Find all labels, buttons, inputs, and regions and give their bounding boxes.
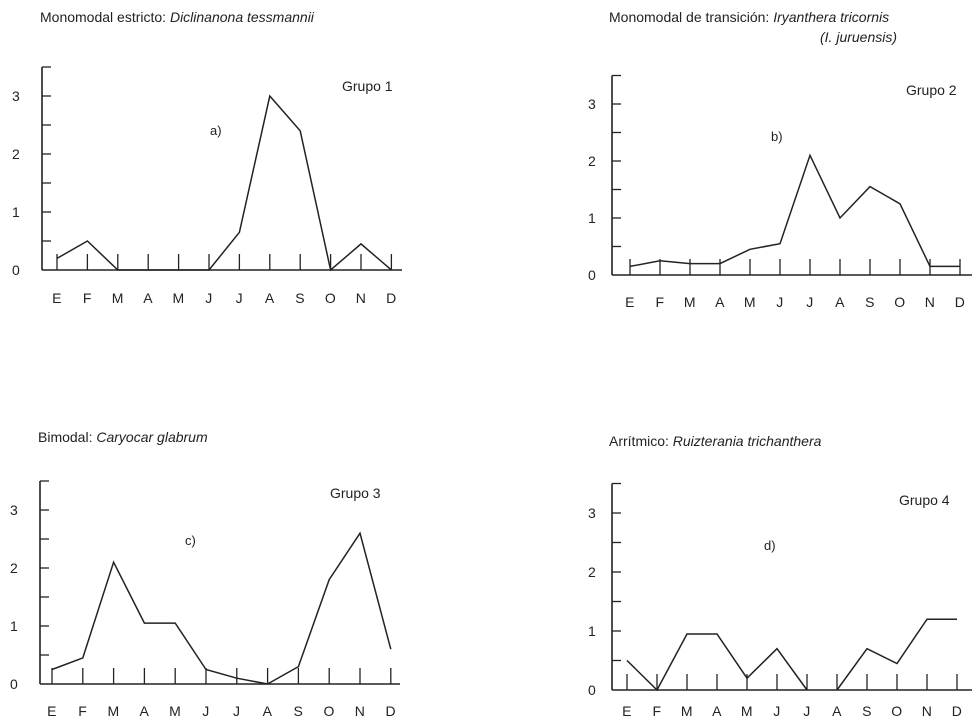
x-tick-label-b: J bbox=[776, 294, 784, 310]
x-tick-label-d: O bbox=[891, 703, 902, 719]
chart-panel-c: Bimodal: Caryocar glabrum Grupo 3 c) 0 1 2… bbox=[10, 429, 400, 719]
series-line-a-0 bbox=[56, 94, 392, 272]
x-tick-label-b: D bbox=[955, 294, 966, 310]
x-tick-label-b: M bbox=[684, 294, 696, 310]
plot-area-d: 0 1 2 3 E F M A M J J A S O N D bbox=[588, 482, 972, 719]
x-tick-label-b: M bbox=[744, 294, 756, 310]
x-tick-label-c: E bbox=[47, 703, 57, 719]
species-name-c: Caryocar glabrum bbox=[96, 429, 208, 445]
title-prefix-b: Monomodal de transición: bbox=[609, 9, 773, 25]
group-label-a: Grupo 1 bbox=[342, 78, 393, 94]
x-tick-label-c: M bbox=[108, 703, 120, 719]
title-prefix-c: Bimodal: bbox=[38, 429, 96, 445]
x-tick-label-c: J bbox=[202, 703, 210, 719]
x-tick-label-c: J bbox=[233, 703, 241, 719]
x-tick-label-a: J bbox=[236, 290, 244, 306]
panel-label-b: b) bbox=[771, 129, 783, 144]
x-tick-label-a: E bbox=[52, 290, 62, 306]
y-tick-label-b: 3 bbox=[588, 96, 596, 112]
x-tick-label-a: A bbox=[265, 290, 275, 306]
x-tick-label-a: S bbox=[295, 290, 305, 306]
plot-area-c: 0 1 2 3 E F M A M J J A S O N D bbox=[10, 480, 400, 719]
group-label-b: Grupo 2 bbox=[906, 82, 957, 98]
chart-title-b: Monomodal de transición: Iryanthera tric… bbox=[609, 9, 889, 25]
series-line-d-1 bbox=[836, 618, 957, 691]
x-tick-label-a: M bbox=[112, 290, 124, 306]
species-name-a: Diclinanona tessmannii bbox=[170, 9, 315, 25]
x-tick-label-b: O bbox=[894, 294, 905, 310]
series-line-c-0 bbox=[51, 531, 392, 685]
x-tick-label-c: S bbox=[293, 703, 303, 719]
y-tick-label-a: 2 bbox=[12, 146, 20, 162]
group-label-c: Grupo 3 bbox=[330, 485, 381, 501]
y-tick-label-c: 2 bbox=[10, 560, 18, 576]
x-tick-label-b: N bbox=[925, 294, 936, 310]
x-tick-label-b: A bbox=[835, 294, 845, 310]
x-tick-label-b: F bbox=[655, 294, 664, 310]
x-tick-label-c: O bbox=[324, 703, 335, 719]
x-tick-label-d: F bbox=[652, 703, 661, 719]
x-tick-label-a: O bbox=[325, 290, 336, 306]
plot-area-a: 0 1 2 3 E F M A M J J A S O N D bbox=[12, 66, 402, 306]
x-tick-label-d: J bbox=[803, 703, 811, 719]
x-tick-label-c: M bbox=[169, 703, 181, 719]
species-name-d: Ruizterania trichanthera bbox=[673, 433, 822, 449]
x-tick-label-d: D bbox=[952, 703, 963, 719]
y-tick-label-d: 0 bbox=[588, 682, 596, 698]
y-tick-label-b: 0 bbox=[588, 267, 596, 283]
x-tick-label-d: M bbox=[741, 703, 753, 719]
x-tick-label-d: M bbox=[681, 703, 693, 719]
x-tick-label-c: F bbox=[78, 703, 87, 719]
chart-title-d: Arrítmico: Ruizterania trichanthera bbox=[609, 433, 822, 449]
panel-label-c: c) bbox=[185, 533, 196, 548]
y-tick-label-a: 1 bbox=[12, 204, 20, 220]
x-tick-label-d: S bbox=[862, 703, 872, 719]
y-tick-label-d: 3 bbox=[588, 505, 596, 521]
chart-panel-d: Arrítmico: Ruizterania trichanthera Grup… bbox=[588, 433, 972, 719]
series-line-b-0 bbox=[629, 153, 960, 268]
species-name-b: Iryanthera tricornis bbox=[773, 9, 889, 25]
y-tick-label-d: 2 bbox=[588, 564, 596, 580]
x-tick-label-a: D bbox=[386, 290, 397, 306]
x-tick-label-c: N bbox=[355, 703, 366, 719]
x-tick-label-a: A bbox=[143, 290, 153, 306]
x-tick-label-a: M bbox=[173, 290, 185, 306]
x-tick-label-c: A bbox=[263, 703, 273, 719]
y-tick-label-a: 0 bbox=[12, 262, 20, 278]
plot-area-b: 0 1 2 3 E F M A M J J A S O N D bbox=[588, 74, 972, 310]
panel-label-d: d) bbox=[764, 538, 776, 553]
y-tick-label-c: 1 bbox=[10, 618, 18, 634]
panel-label-a: a) bbox=[210, 123, 222, 138]
species-alt-name-b: (I. juruensis) bbox=[820, 29, 897, 45]
x-tick-label-d: J bbox=[773, 703, 781, 719]
group-label-d: Grupo 4 bbox=[899, 492, 950, 508]
chart-panel-a: Monomodal estricto: Diclinanona tessmann… bbox=[12, 9, 402, 306]
x-tick-label-b: S bbox=[865, 294, 875, 310]
x-tick-label-b: E bbox=[625, 294, 635, 310]
title-prefix-d: Arrítmico: bbox=[609, 433, 673, 449]
series-line-d-0 bbox=[626, 633, 808, 692]
x-tick-label-d: E bbox=[622, 703, 632, 719]
x-tick-label-c: A bbox=[139, 703, 149, 719]
title-prefix-a: Monomodal estricto: bbox=[40, 9, 170, 25]
x-tick-label-a: N bbox=[356, 290, 367, 306]
x-tick-label-d: N bbox=[922, 703, 933, 719]
y-tick-label-a: 3 bbox=[12, 88, 20, 104]
chart-title-a: Monomodal estricto: Diclinanona tessmann… bbox=[40, 9, 315, 25]
x-tick-label-a: F bbox=[83, 290, 92, 306]
y-tick-label-c: 3 bbox=[10, 502, 18, 518]
y-tick-label-b: 1 bbox=[588, 210, 596, 226]
y-tick-label-c: 0 bbox=[10, 676, 18, 692]
x-tick-label-d: A bbox=[832, 703, 842, 719]
y-tick-label-b: 2 bbox=[588, 153, 596, 169]
chart-title-c: Bimodal: Caryocar glabrum bbox=[38, 429, 208, 445]
x-tick-label-c: D bbox=[385, 703, 396, 719]
y-tick-label-d: 1 bbox=[588, 623, 596, 639]
x-tick-label-d: A bbox=[712, 703, 722, 719]
x-tick-label-b: J bbox=[806, 294, 814, 310]
chart-panel-b: Monomodal de transición: Iryanthera tric… bbox=[588, 9, 972, 310]
x-tick-label-b: A bbox=[715, 294, 725, 310]
x-tick-label-a: J bbox=[205, 290, 213, 306]
